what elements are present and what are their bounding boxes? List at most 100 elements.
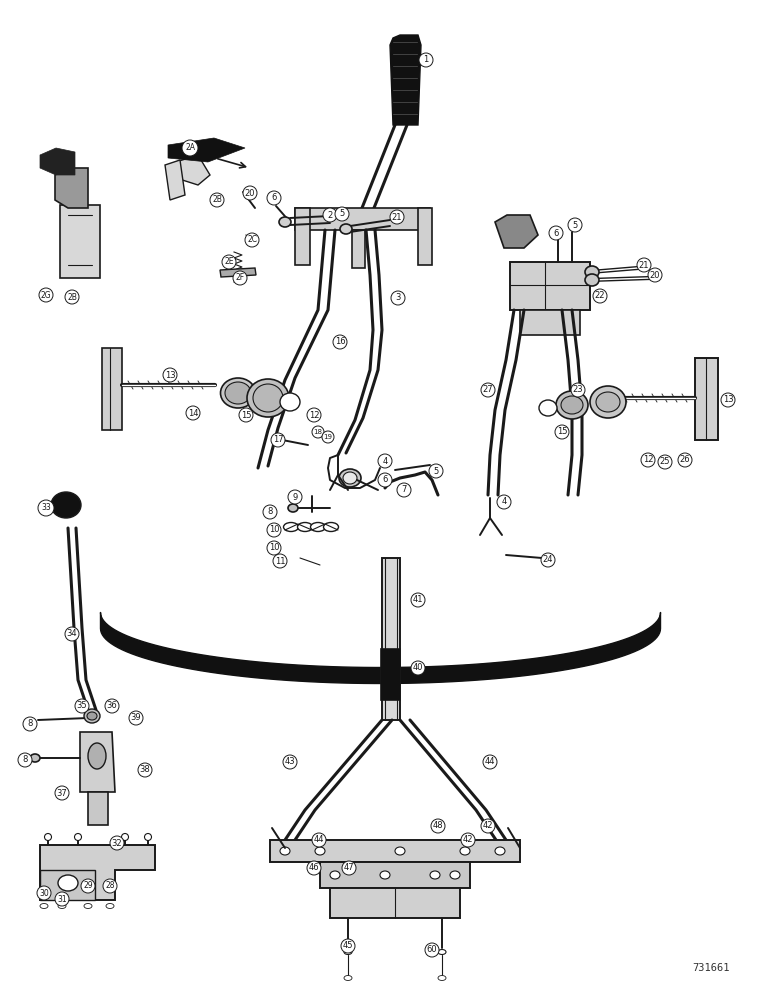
Ellipse shape	[323, 522, 338, 532]
Circle shape	[273, 554, 287, 568]
Ellipse shape	[310, 522, 326, 532]
Polygon shape	[220, 268, 256, 277]
Text: 27: 27	[482, 385, 493, 394]
Circle shape	[307, 861, 321, 875]
Text: 4: 4	[501, 497, 506, 506]
Circle shape	[461, 833, 475, 847]
Ellipse shape	[58, 875, 78, 891]
Ellipse shape	[330, 871, 340, 879]
Circle shape	[429, 464, 443, 478]
Ellipse shape	[221, 378, 256, 408]
Text: 17: 17	[273, 436, 283, 444]
Polygon shape	[168, 138, 245, 162]
Polygon shape	[60, 205, 100, 278]
Text: 6: 6	[382, 476, 388, 485]
Circle shape	[267, 541, 281, 555]
Circle shape	[38, 500, 54, 516]
Circle shape	[263, 505, 277, 519]
Circle shape	[37, 886, 51, 900]
Text: 1: 1	[423, 55, 428, 64]
Polygon shape	[270, 840, 520, 862]
Ellipse shape	[438, 950, 446, 954]
Circle shape	[186, 406, 200, 420]
Text: 4: 4	[382, 456, 388, 466]
Text: 48: 48	[432, 822, 443, 830]
Ellipse shape	[438, 976, 446, 980]
Circle shape	[568, 218, 582, 232]
Text: 19: 19	[323, 434, 333, 440]
Circle shape	[243, 186, 257, 200]
Text: 38: 38	[140, 766, 151, 774]
Text: 21: 21	[638, 260, 649, 269]
Text: 8: 8	[27, 720, 32, 728]
Ellipse shape	[344, 976, 352, 980]
Polygon shape	[330, 888, 460, 918]
Circle shape	[541, 553, 555, 567]
Text: 43: 43	[285, 758, 296, 766]
Text: 36: 36	[107, 702, 117, 710]
Circle shape	[65, 290, 79, 304]
Ellipse shape	[225, 382, 251, 404]
Polygon shape	[165, 160, 185, 200]
Circle shape	[341, 939, 355, 953]
Circle shape	[245, 233, 259, 247]
Polygon shape	[176, 155, 210, 185]
Ellipse shape	[395, 847, 405, 855]
Circle shape	[65, 627, 79, 641]
Polygon shape	[40, 845, 155, 900]
Text: 16: 16	[335, 338, 345, 347]
Ellipse shape	[106, 904, 114, 908]
Ellipse shape	[84, 709, 100, 723]
Ellipse shape	[539, 400, 557, 416]
Circle shape	[267, 191, 281, 205]
Text: 14: 14	[188, 408, 198, 418]
Text: 6: 6	[271, 194, 276, 202]
Text: 5: 5	[433, 466, 438, 476]
Text: 33: 33	[41, 504, 51, 512]
Text: 40: 40	[413, 664, 423, 672]
Text: 9: 9	[293, 492, 298, 502]
Circle shape	[233, 271, 247, 285]
Text: 23: 23	[573, 385, 584, 394]
Circle shape	[312, 426, 324, 438]
Text: 24: 24	[543, 556, 554, 564]
Ellipse shape	[253, 384, 283, 412]
Polygon shape	[495, 215, 538, 248]
Circle shape	[555, 425, 569, 439]
Circle shape	[571, 383, 585, 397]
Polygon shape	[695, 358, 718, 440]
Text: 2B: 2B	[212, 196, 222, 205]
Text: 35: 35	[76, 702, 87, 710]
Text: 34: 34	[66, 630, 77, 639]
Circle shape	[138, 763, 152, 777]
Ellipse shape	[144, 834, 151, 840]
Circle shape	[497, 495, 511, 509]
Ellipse shape	[121, 834, 128, 840]
Text: 25: 25	[660, 458, 670, 466]
Text: 10: 10	[269, 544, 279, 552]
Polygon shape	[390, 35, 421, 125]
Circle shape	[397, 483, 411, 497]
Circle shape	[322, 431, 334, 443]
Circle shape	[18, 753, 32, 767]
Text: 2E: 2E	[224, 257, 234, 266]
Ellipse shape	[288, 504, 298, 512]
Text: 44: 44	[485, 758, 496, 766]
Text: 44: 44	[313, 836, 324, 844]
Circle shape	[307, 408, 321, 422]
Polygon shape	[320, 862, 470, 888]
Ellipse shape	[556, 391, 588, 419]
Circle shape	[288, 490, 302, 504]
Ellipse shape	[339, 469, 361, 487]
Text: 26: 26	[679, 456, 690, 464]
Text: 32: 32	[112, 838, 122, 848]
Text: 22: 22	[594, 292, 605, 300]
Polygon shape	[380, 648, 400, 700]
Circle shape	[182, 140, 198, 156]
Circle shape	[103, 879, 117, 893]
Text: 10: 10	[269, 526, 279, 534]
Text: 13: 13	[723, 395, 733, 404]
Ellipse shape	[51, 492, 81, 518]
Ellipse shape	[88, 743, 106, 769]
Circle shape	[658, 455, 672, 469]
